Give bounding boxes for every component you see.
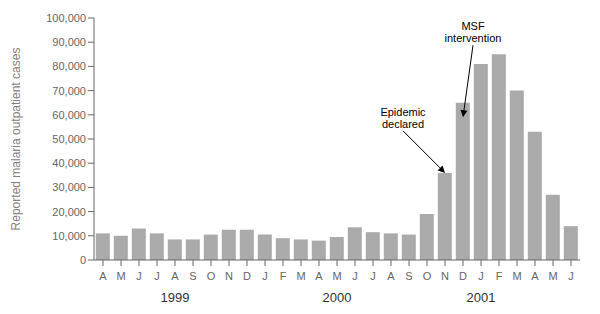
svg-text:S: S xyxy=(405,270,412,282)
svg-text:M: M xyxy=(296,270,305,282)
svg-text:M: M xyxy=(116,270,125,282)
svg-text:Epidemicdeclared: Epidemicdeclared xyxy=(380,106,426,130)
svg-text:MSFintervention: MSFintervention xyxy=(445,20,502,44)
svg-text:A: A xyxy=(171,270,179,282)
svg-text:D: D xyxy=(459,270,467,282)
svg-text:100,000: 100,000 xyxy=(46,12,86,24)
svg-text:A: A xyxy=(387,270,395,282)
svg-text:50,000: 50,000 xyxy=(52,133,86,145)
svg-text:J: J xyxy=(568,270,574,282)
svg-text:J: J xyxy=(136,270,142,282)
svg-text:80,000: 80,000 xyxy=(52,60,86,72)
svg-text:J: J xyxy=(352,270,358,282)
svg-text:90,000: 90,000 xyxy=(52,36,86,48)
svg-text:J: J xyxy=(478,270,484,282)
svg-text:0: 0 xyxy=(80,254,86,266)
svg-text:70,000: 70,000 xyxy=(52,85,86,97)
svg-text:F: F xyxy=(280,270,287,282)
svg-text:2000: 2000 xyxy=(323,290,352,305)
svg-text:N: N xyxy=(441,270,449,282)
svg-text:O: O xyxy=(423,270,432,282)
svg-text:A: A xyxy=(531,270,539,282)
svg-text:20,000: 20,000 xyxy=(52,206,86,218)
svg-text:O: O xyxy=(207,270,216,282)
svg-text:S: S xyxy=(189,270,196,282)
svg-text:J: J xyxy=(262,270,268,282)
svg-text:A: A xyxy=(99,270,107,282)
svg-text:N: N xyxy=(225,270,233,282)
svg-text:M: M xyxy=(512,270,521,282)
svg-text:J: J xyxy=(154,270,160,282)
svg-text:M: M xyxy=(332,270,341,282)
svg-text:2001: 2001 xyxy=(467,290,496,305)
svg-text:10,000: 10,000 xyxy=(52,230,86,242)
svg-text:60,000: 60,000 xyxy=(52,109,86,121)
svg-text:F: F xyxy=(496,270,503,282)
svg-text:M: M xyxy=(548,270,557,282)
svg-text:D: D xyxy=(243,270,251,282)
svg-text:30,000: 30,000 xyxy=(52,181,86,193)
svg-text:J: J xyxy=(370,270,376,282)
svg-text:1999: 1999 xyxy=(161,290,190,305)
svg-text:Reported malaria outpatient ca: Reported malaria outpatient cases xyxy=(9,48,23,231)
svg-text:A: A xyxy=(315,270,323,282)
svg-text:40,000: 40,000 xyxy=(52,157,86,169)
